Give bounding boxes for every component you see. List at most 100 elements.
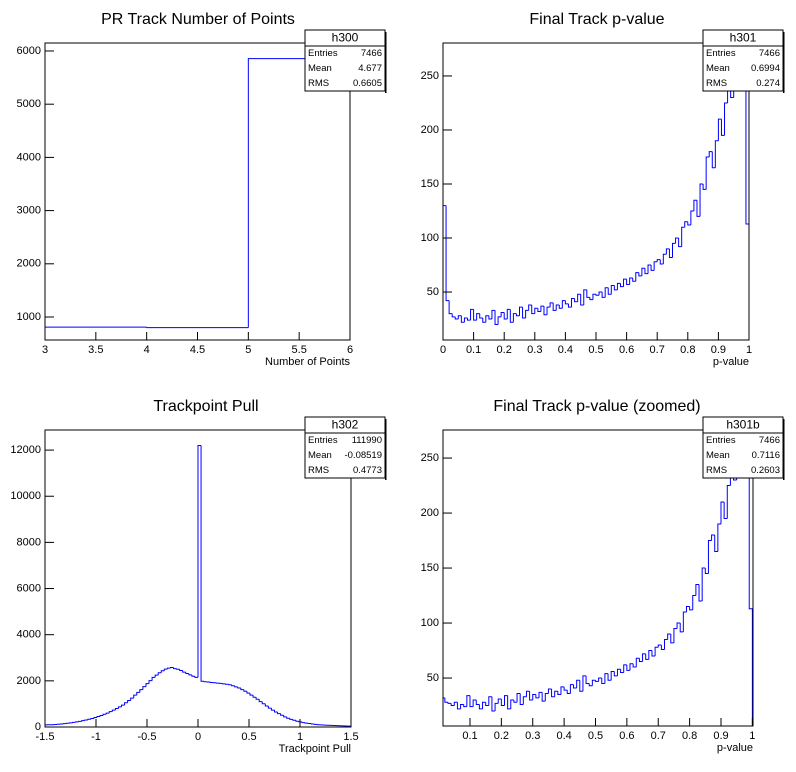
bin [540, 305, 544, 312]
bin [270, 708, 275, 711]
bin [660, 645, 665, 650]
x-tick-label: 1 [746, 344, 752, 356]
bin [160, 670, 165, 673]
bin [585, 675, 590, 685]
bin [557, 691, 561, 696]
bin [176, 668, 180, 670]
histogram-pad: Trackpoint Pull -1.5 -1 -0.5 0 0.5 1 1.5 0 2000 40… [10, 398, 387, 755]
bin [457, 315, 462, 320]
bin [479, 313, 483, 319]
bin [90, 717, 94, 720]
bin [485, 702, 489, 707]
bin [93, 717, 98, 719]
bin [610, 670, 615, 681]
bin [613, 285, 618, 291]
y-tick-label: 2000 [17, 258, 41, 270]
bin [654, 646, 659, 657]
bin [588, 683, 593, 687]
x-tick-label: 0.5 [588, 344, 603, 356]
y-tick-label: 2000 [17, 675, 41, 687]
bin [482, 317, 486, 323]
bin [475, 700, 480, 705]
stats-label: Entries [706, 435, 736, 446]
stats-label: Entries [308, 48, 338, 59]
y-tick-label: 1000 [17, 311, 41, 323]
stats-box [702, 29, 784, 92]
stats-label: Entries [308, 435, 338, 446]
bin [560, 686, 565, 695]
y-tick-label: 4000 [17, 629, 41, 641]
bin [537, 308, 541, 312]
bin [154, 674, 159, 678]
bin [185, 672, 189, 674]
bin [535, 694, 540, 699]
x-tick-label: 1 [749, 730, 755, 742]
bin [453, 701, 458, 706]
bin [133, 694, 137, 699]
bin [513, 700, 518, 703]
x-tick-label: 0.7 [651, 730, 666, 742]
stats-value: 0.4773 [353, 465, 382, 476]
bin [237, 686, 241, 689]
x-tick-label: 0.1 [466, 344, 481, 356]
bin [583, 289, 587, 305]
x-tick-label: 4 [144, 344, 150, 356]
bin [676, 622, 681, 629]
bin [698, 584, 703, 602]
bin [574, 298, 578, 303]
bin [456, 702, 461, 710]
stats-name: h301 [730, 31, 757, 45]
bin [692, 595, 696, 610]
x-tick-label: 0.3 [525, 730, 540, 742]
bin [194, 676, 198, 678]
stats-label: Entries [706, 48, 736, 59]
bin [485, 315, 489, 323]
bin [255, 697, 260, 700]
x-tick-label: 0.4 [556, 730, 571, 742]
bin [711, 151, 716, 169]
bin [668, 248, 673, 258]
x-tick-label: 3 [42, 344, 48, 356]
y-tick-label: 12000 [10, 444, 41, 456]
bin [463, 317, 468, 323]
bins [45, 444, 351, 727]
bin [607, 673, 612, 681]
bin [717, 118, 722, 141]
bin [667, 633, 671, 640]
bin [127, 699, 131, 703]
bin [619, 283, 624, 288]
x-tick-label: 0.6 [619, 344, 634, 356]
stats-label: Mean [308, 63, 332, 74]
bin [301, 721, 306, 724]
bin [519, 306, 523, 316]
bin [130, 697, 134, 701]
bin [555, 304, 560, 311]
bin [684, 221, 688, 228]
bin [179, 669, 183, 671]
bin [589, 297, 593, 301]
bin [298, 721, 303, 723]
y-tick-label: 6000 [17, 45, 41, 57]
bin [84, 719, 88, 721]
bin [482, 701, 486, 709]
bin [552, 302, 557, 311]
bin [561, 300, 566, 309]
bin [258, 699, 263, 703]
bin [488, 315, 492, 320]
stats-shadow [385, 32, 387, 93]
y-tick-label: 4000 [17, 151, 41, 163]
stats-label: RMS [308, 465, 329, 476]
x-tick-label: 0.9 [713, 730, 728, 742]
x-tick-label: 0.3 [527, 344, 542, 356]
bin [78, 720, 82, 722]
bin [547, 688, 552, 694]
y-tick-label: 50 [427, 286, 439, 298]
bin [45, 326, 147, 340]
bin [124, 702, 128, 706]
bin [693, 199, 697, 212]
bin [460, 315, 465, 323]
bin [234, 685, 238, 688]
chart-title: Final Track p-value [529, 11, 664, 28]
bin [650, 265, 655, 271]
x-tick-label: 0.5 [588, 730, 603, 742]
